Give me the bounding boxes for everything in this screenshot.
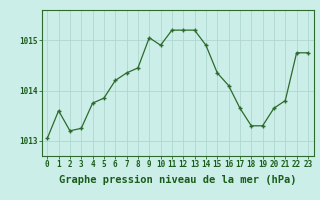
X-axis label: Graphe pression niveau de la mer (hPa): Graphe pression niveau de la mer (hPa) [59, 175, 296, 185]
